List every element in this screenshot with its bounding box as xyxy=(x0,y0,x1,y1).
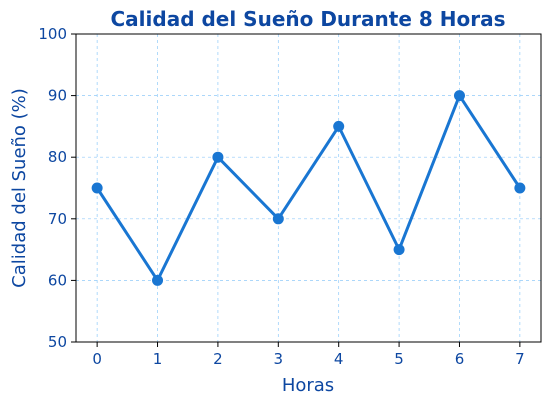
data-point xyxy=(152,274,164,286)
y-tick-label: 70 xyxy=(48,210,67,228)
data-point xyxy=(393,244,405,256)
series-line xyxy=(95,94,522,282)
x-tick-label: 4 xyxy=(334,350,344,368)
x-tick-label: 7 xyxy=(515,350,525,368)
grid xyxy=(76,33,541,343)
series-sleep-quality xyxy=(91,90,526,286)
x-axis-ticks: 0 1 2 3 4 5 6 7 xyxy=(92,342,525,368)
y-axis-label: Calidad del Sueño (%) xyxy=(9,88,30,288)
x-tick-label: 3 xyxy=(274,350,284,368)
y-tick-label: 100 xyxy=(38,25,67,43)
x-tick-label: 5 xyxy=(394,350,404,368)
data-point xyxy=(212,151,224,163)
x-tick-label: 0 xyxy=(92,350,102,368)
x-axis-label: Horas xyxy=(282,375,334,396)
y-axis-ticks: 50 60 70 80 90 100 xyxy=(38,25,76,351)
data-point xyxy=(514,182,526,194)
y-tick-label: 50 xyxy=(48,333,67,351)
x-tick-label: 6 xyxy=(455,350,465,368)
x-tick-label: 1 xyxy=(153,350,163,368)
x-tick-label: 2 xyxy=(213,350,223,368)
data-point xyxy=(91,182,103,194)
plot-frame xyxy=(75,33,542,343)
data-point xyxy=(272,213,284,225)
chart-title: Calidad del Sueño Durante 8 Horas xyxy=(111,7,506,31)
data-point xyxy=(333,120,345,132)
y-tick-label: 90 xyxy=(48,87,67,105)
data-point xyxy=(453,90,465,102)
y-tick-label: 80 xyxy=(48,148,67,166)
y-tick-label: 60 xyxy=(48,271,67,289)
